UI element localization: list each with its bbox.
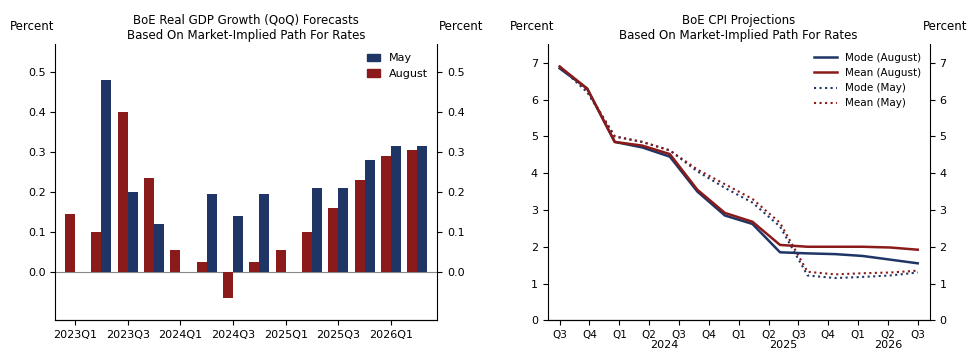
Bar (381, 157, 391, 272)
Title: BoE CPI Projections
Based On Market-Implied Path For Rates: BoE CPI Projections Based On Market-Impl… (618, 14, 857, 42)
Bar (102, 80, 111, 272)
Bar (128, 193, 138, 272)
Bar (276, 250, 285, 272)
Bar (91, 232, 102, 272)
Bar (153, 224, 164, 272)
Bar (117, 112, 128, 272)
Bar (417, 146, 427, 272)
Bar (312, 189, 321, 272)
Text: 2024: 2024 (650, 340, 678, 350)
Bar (302, 232, 312, 272)
Text: 2025: 2025 (769, 340, 797, 350)
Legend: May, August: May, August (363, 50, 431, 82)
Bar (407, 150, 417, 272)
Bar (223, 272, 233, 298)
Bar (249, 262, 259, 272)
Bar (64, 214, 75, 272)
Title: BoE Real GDP Growth (QoQ) Forecasts
Based On Market-Implied Path For Rates: BoE Real GDP Growth (QoQ) Forecasts Base… (127, 14, 365, 42)
Bar (364, 161, 374, 272)
Bar (206, 194, 217, 272)
Text: Percent: Percent (509, 20, 553, 33)
Bar (196, 262, 206, 272)
Text: Percent: Percent (922, 20, 967, 33)
Bar (391, 146, 401, 272)
Bar (328, 208, 338, 272)
Bar (233, 216, 243, 272)
Text: Percent: Percent (10, 20, 54, 33)
Bar (259, 194, 269, 272)
Text: Percent: Percent (438, 20, 483, 33)
Legend: Mode (August), Mean (August), Mode (May), Mean (May): Mode (August), Mean (August), Mode (May)… (810, 50, 923, 111)
Bar (355, 181, 364, 272)
Bar (170, 250, 180, 272)
Bar (338, 189, 348, 272)
Text: 2026: 2026 (872, 340, 901, 350)
Bar (144, 178, 153, 272)
